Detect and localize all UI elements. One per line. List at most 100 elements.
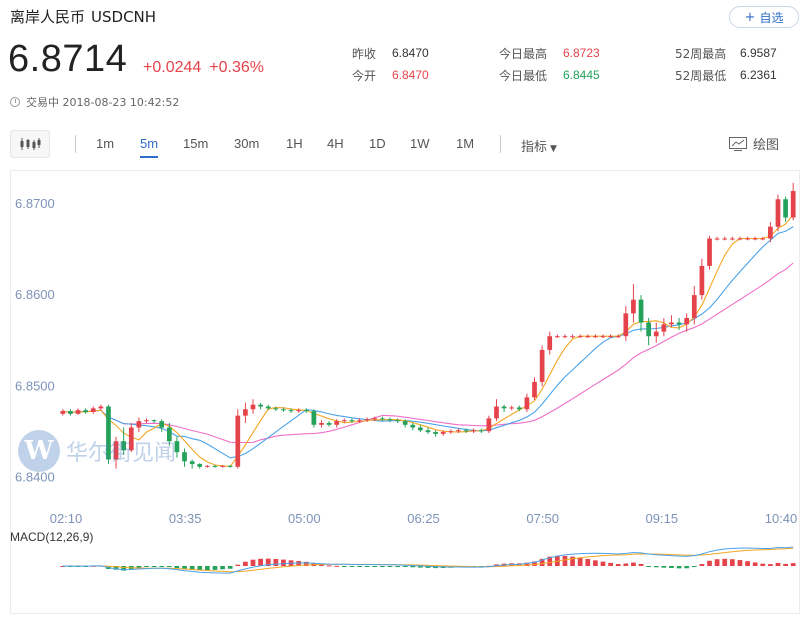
- candle-body: [570, 336, 575, 338]
- candle-body: [752, 238, 758, 240]
- candle-body: [516, 407, 522, 410]
- macd-histogram-bar: [760, 563, 766, 566]
- timeframe-1h[interactable]: 1H: [286, 136, 303, 151]
- timeframe-1m[interactable]: 1m: [96, 136, 115, 151]
- instrument-title: 离岸人民币 USDCNH: [10, 6, 156, 27]
- candle-body: [456, 430, 461, 432]
- candle-body: [265, 406, 271, 409]
- macd-histogram-bar: [631, 562, 636, 566]
- timeframe-1mo[interactable]: 1M: [456, 136, 475, 151]
- macd-histogram-bar: [539, 558, 545, 566]
- macd-histogram-bar: [121, 566, 127, 571]
- macd-histogram-bar: [334, 565, 340, 567]
- candlestick-type-button[interactable]: [10, 130, 50, 158]
- timeframe-1d[interactable]: 1D: [369, 136, 386, 151]
- candle-body: [379, 418, 385, 420]
- toolbar-divider: [500, 135, 501, 153]
- candle-body: [341, 420, 347, 422]
- macd-histogram-bar: [182, 566, 187, 570]
- draw-button[interactable]: 绘图: [728, 134, 779, 153]
- trading-status: 交易中 2018-08-23 10:42:52: [10, 94, 179, 110]
- timeframe-1w[interactable]: 1W: [410, 136, 430, 151]
- stat-label: 今日最高: [499, 46, 548, 61]
- candle-body: [182, 452, 187, 462]
- y-tick-label: 6.8700: [15, 196, 55, 211]
- candle-body: [288, 410, 294, 412]
- macd-dif-line: [62, 546, 794, 574]
- candle-body: [144, 420, 149, 422]
- macd-histogram-bar: [425, 566, 431, 568]
- candle-body: [615, 336, 621, 338]
- macd-histogram-bar: [197, 566, 203, 571]
- timeframe-30m[interactable]: 30m: [234, 136, 260, 151]
- candle-body: [585, 336, 591, 338]
- watermark-text: 华尔街见闻: [66, 441, 177, 466]
- macd-histogram-bar: [281, 559, 286, 566]
- stat-value: 6.8470: [392, 68, 429, 82]
- macd-histogram-bar: [159, 566, 165, 567]
- candle-body: [707, 238, 712, 266]
- candle-body: [90, 408, 96, 412]
- macd-histogram-bar: [341, 566, 347, 567]
- candle-body: [83, 410, 88, 412]
- candle-body: [661, 324, 667, 332]
- macd-histogram-bar: [768, 564, 773, 566]
- macd-histogram-bar: [372, 566, 378, 567]
- candle-body: [159, 421, 165, 428]
- macd-histogram-bar: [151, 566, 157, 567]
- candle-body: [600, 336, 606, 338]
- kline-chart[interactable]: 6.8400 6.8500 6.8600 6.8700 02:10 03:35 05:00 0…: [11, 171, 799, 613]
- indicator-menu[interactable]: 指标 ▼: [521, 136, 557, 155]
- candle-body: [189, 461, 195, 465]
- candle-body: [334, 421, 340, 425]
- candle-body: [577, 336, 583, 338]
- candle-body: [448, 431, 454, 433]
- add-to-watchlist-button[interactable]: + 自选: [729, 6, 799, 28]
- candle-body: [783, 199, 788, 218]
- macd-histogram-bar: [326, 565, 332, 567]
- macd-histogram-bar: [174, 566, 180, 569]
- candle-body: [106, 406, 111, 460]
- candle-body: [524, 397, 530, 410]
- watermark-logo: W: [18, 430, 60, 472]
- stats-column-3: 52周最高 6.9587 52周最低 6.2361: [675, 42, 777, 86]
- candle-body: [623, 313, 629, 337]
- change-abs: +0.0244: [143, 59, 202, 76]
- candlestick-icon: [20, 138, 41, 150]
- candle-body: [729, 238, 735, 240]
- candle-body: [387, 419, 393, 421]
- stats-column-2: 今日最高 6.8723 今日最低 6.8445: [499, 42, 600, 86]
- macd-histogram-bar: [729, 559, 735, 566]
- candle-body: [631, 299, 636, 314]
- macd-histogram-bar: [379, 566, 385, 567]
- indicator-label: 指标: [521, 140, 548, 155]
- candle-body: [166, 427, 172, 442]
- macd-histogram-bar: [410, 566, 416, 568]
- stat-label: 今日最低: [499, 68, 548, 83]
- candle-body: [532, 381, 537, 398]
- stat-label: 昨收: [352, 46, 377, 61]
- macd-histogram-bar: [532, 561, 537, 566]
- candle-body: [653, 331, 659, 337]
- candle-body: [235, 415, 241, 467]
- candle-body: [463, 430, 469, 432]
- timeframe-5m[interactable]: 5m: [140, 136, 159, 158]
- candle-body: [68, 411, 73, 414]
- candle-body: [722, 238, 728, 240]
- timeframe-4h[interactable]: 4H: [327, 136, 344, 151]
- candle-body: [714, 238, 720, 240]
- candle-body: [311, 411, 317, 425]
- candle-body: [364, 419, 370, 421]
- macd-histogram-bar: [144, 566, 149, 567]
- timeframe-15m[interactable]: 15m: [183, 136, 209, 151]
- candle-body: [121, 441, 127, 451]
- candle-body: [418, 427, 423, 431]
- macd-histogram-bar: [570, 556, 575, 566]
- stat-value: 6.2361: [740, 68, 777, 82]
- macd-histogram-bar: [790, 563, 796, 566]
- candle-body: [425, 430, 431, 433]
- x-tick-label: 03:35: [169, 511, 202, 526]
- stat-label: 今开: [352, 68, 377, 83]
- macd-label: MACD(12,26,9): [10, 530, 94, 544]
- chart-area[interactable]: 6.8400 6.8500 6.8600 6.8700 02:10 03:35 05:00 0…: [10, 170, 800, 614]
